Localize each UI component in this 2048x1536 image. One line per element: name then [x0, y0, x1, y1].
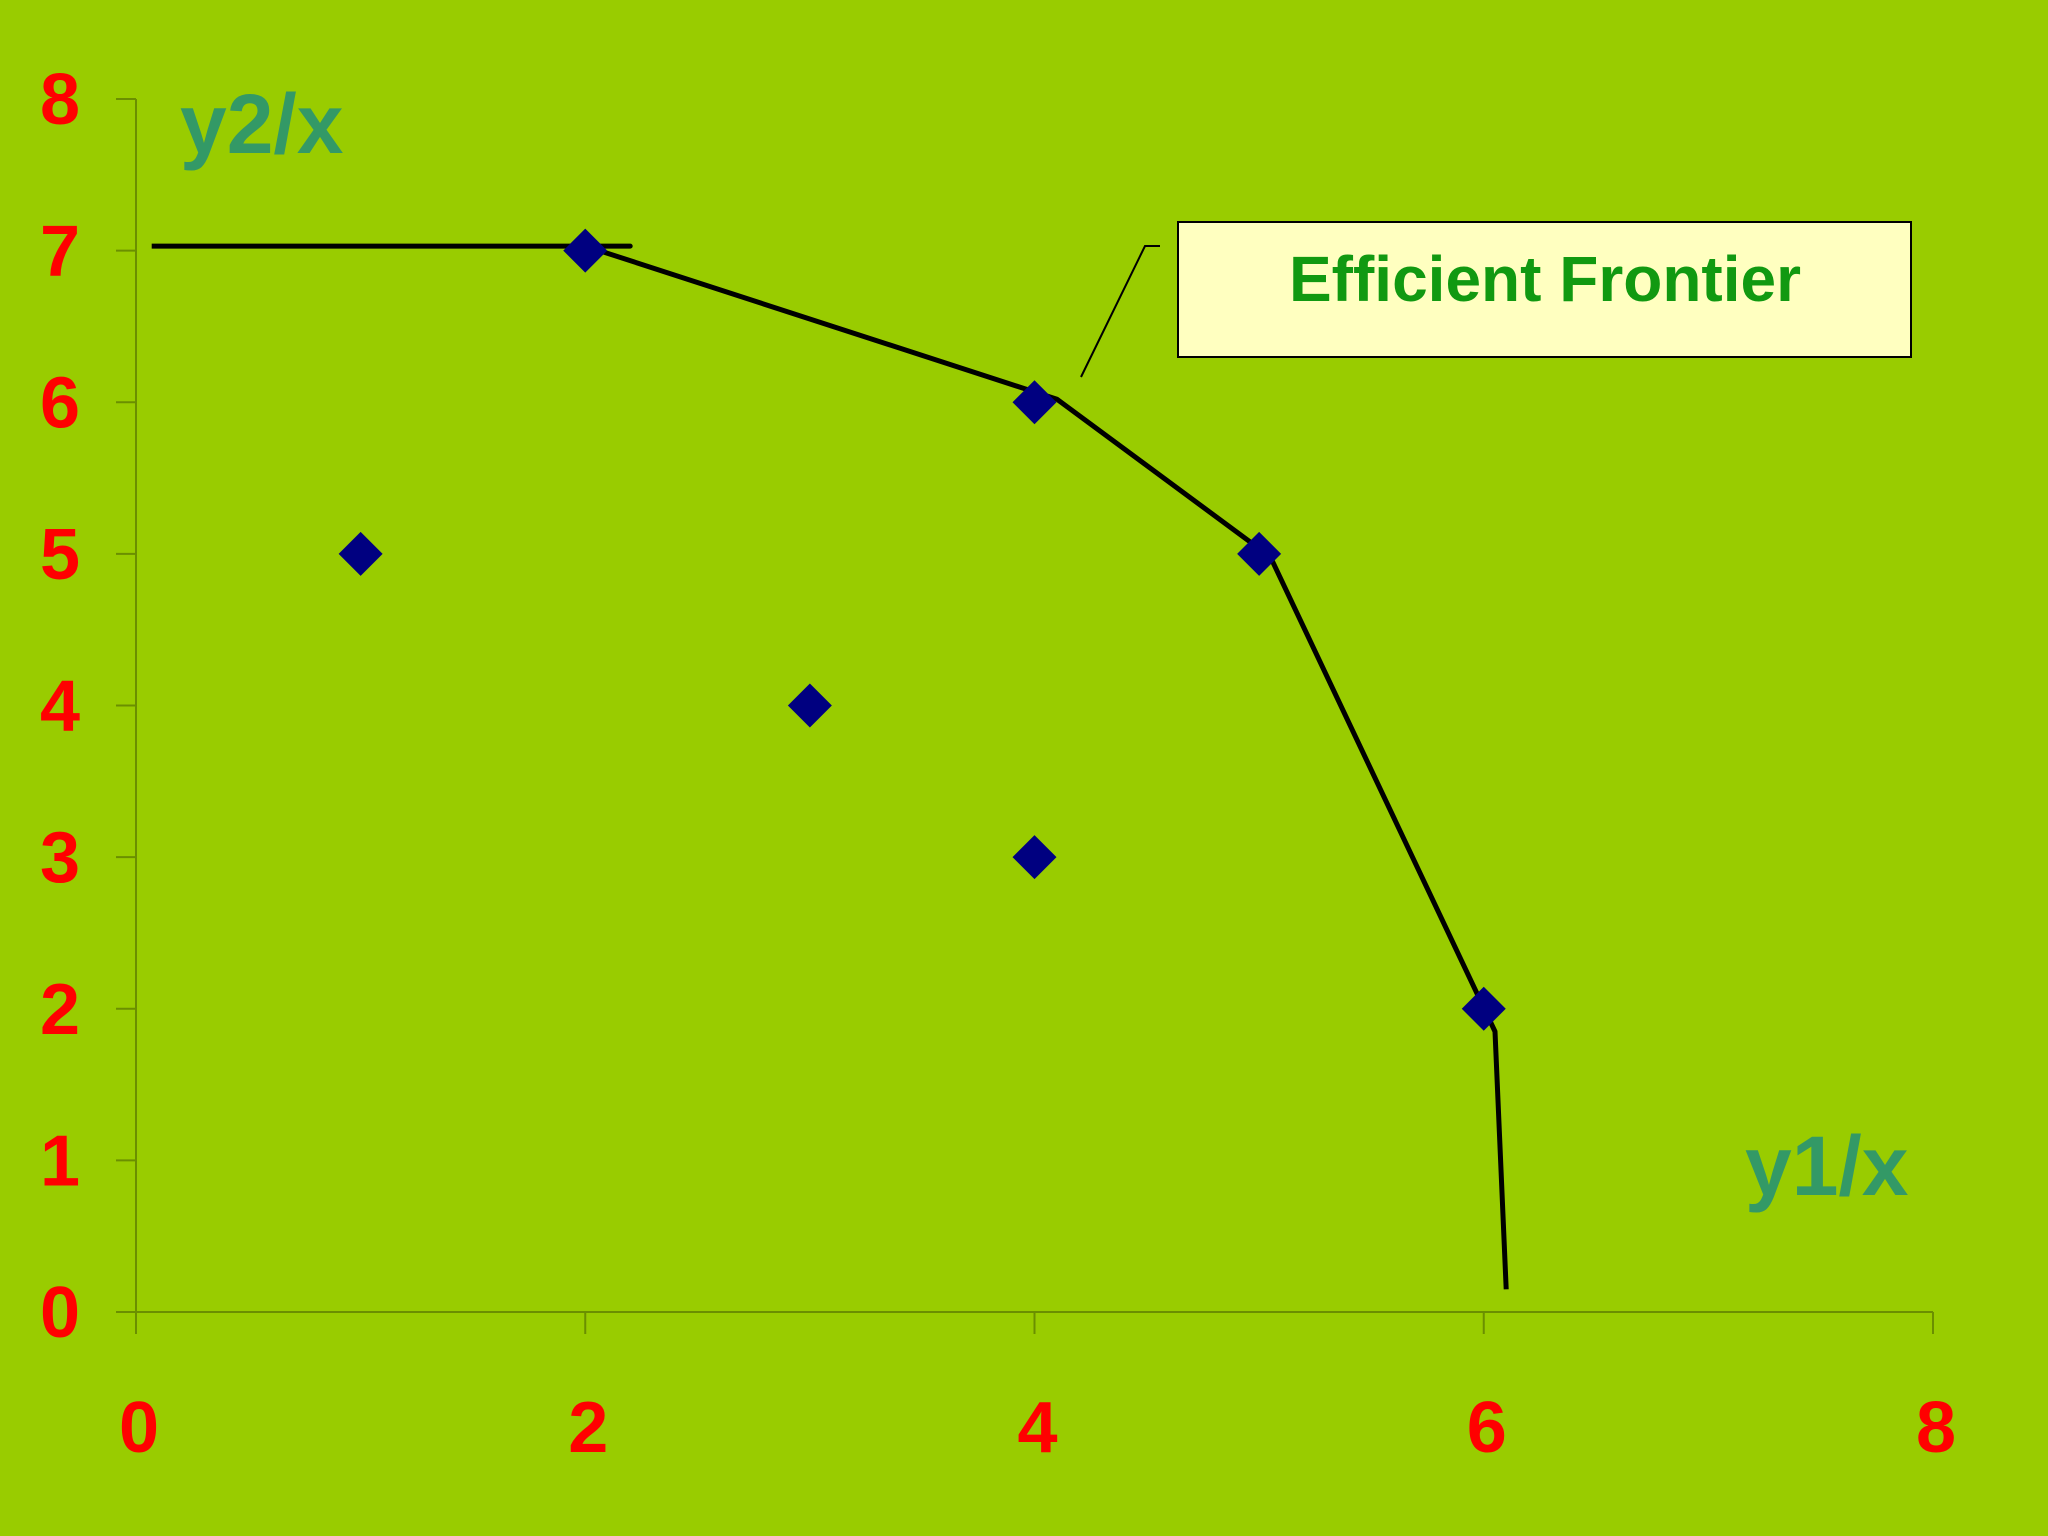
- x-tick-label-8: 8: [1916, 1388, 1956, 1468]
- y-tick-label-8: 8: [40, 60, 80, 140]
- data-point-2: [563, 228, 608, 273]
- x-tick-label-2: 2: [568, 1388, 608, 1468]
- frontier-callout: Efficient Frontier: [1080, 221, 1912, 378]
- data-point-3: [787, 683, 832, 728]
- y-tick-label-0: 0: [40, 1273, 80, 1353]
- y-tick-label-5: 5: [40, 515, 80, 595]
- data-point-6: [1237, 531, 1282, 576]
- x-tick-label-6: 6: [1467, 1388, 1507, 1468]
- x-tick-label-4: 4: [1017, 1388, 1057, 1468]
- efficient-frontier-line: [151, 243, 1509, 1290]
- callout-leader: [1080, 245, 1160, 378]
- data-point-7: [1461, 986, 1506, 1031]
- y-tick-label-7: 7: [40, 212, 80, 292]
- labels-layer: 0 1 2 3 4 5 6 7 8 0 2 4 6 8: [40, 60, 1956, 1468]
- y-axis-title: y2/x: [180, 77, 344, 171]
- callout-label: Efficient Frontier: [1289, 243, 1801, 315]
- axes: [116, 98, 1934, 1334]
- callout-box: [1177, 221, 1912, 358]
- x-tick-label-0: 0: [119, 1388, 159, 1468]
- data-point-5: [1012, 835, 1057, 880]
- y-tick-label-3: 3: [40, 818, 80, 898]
- y-tick-label-2: 2: [40, 970, 80, 1050]
- y-tick-label-4: 4: [40, 667, 80, 747]
- y-tick-label-6: 6: [40, 363, 80, 443]
- data-point-4: [1012, 380, 1057, 425]
- x-axis-title: y1/x: [1745, 1119, 1909, 1213]
- data-point-1: [338, 531, 383, 576]
- points-layer: [338, 228, 1506, 1031]
- y-tick-label-1: 1: [40, 1121, 80, 1201]
- frontier-layer: [151, 243, 1509, 1290]
